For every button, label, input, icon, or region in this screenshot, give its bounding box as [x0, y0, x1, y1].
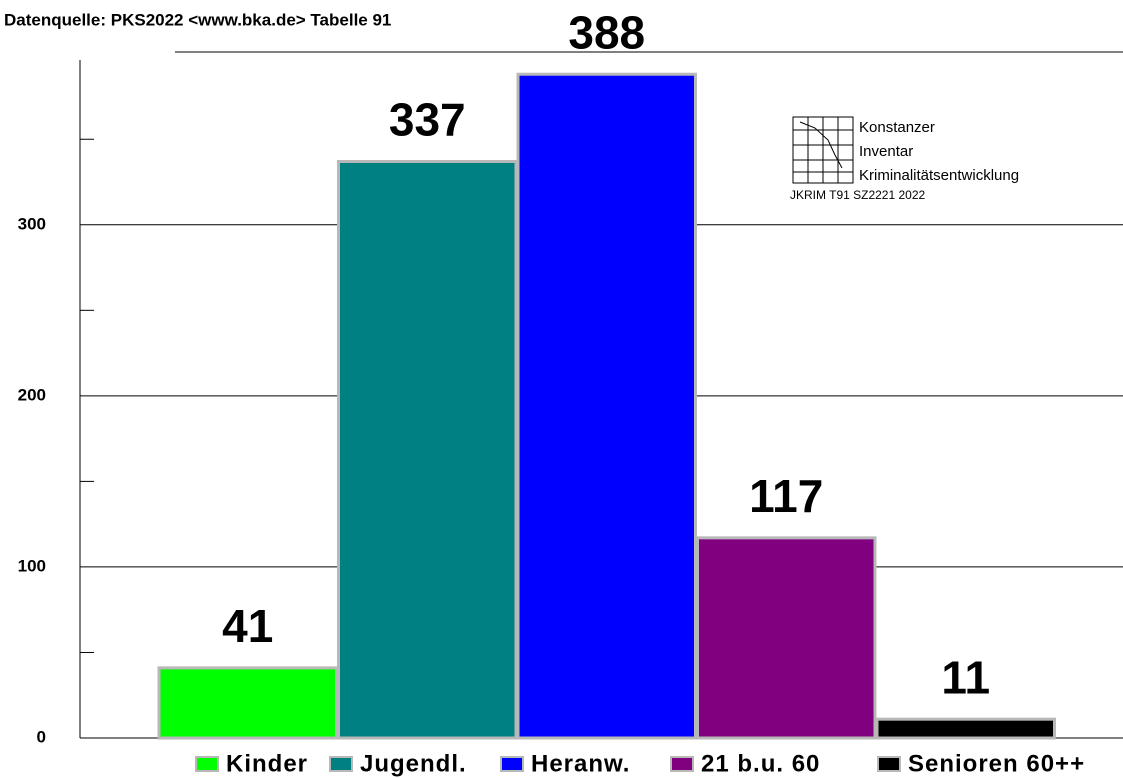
data-label: 41	[222, 600, 273, 652]
legend-swatch	[195, 756, 219, 772]
logo-code: JKRIM T91 SZ2221 2022	[790, 188, 926, 202]
bar	[516, 72, 697, 740]
bar	[696, 536, 877, 740]
legend-swatch	[500, 756, 524, 772]
legend-label: Heranw.	[531, 750, 630, 777]
legend-swatch	[329, 756, 353, 772]
legend-label: Senioren 60++	[908, 750, 1085, 777]
logo	[792, 116, 854, 184]
legend-swatch	[670, 756, 694, 772]
bar	[875, 717, 1056, 740]
bar	[157, 666, 338, 740]
legend-label: 21 b.u. 60	[701, 750, 820, 777]
y-tick-label: 200	[18, 385, 46, 404]
logo-text: Kriminalitätsentwicklung	[859, 167, 1019, 184]
logo-text: Konstanzer	[859, 119, 935, 136]
logo-text: Inventar	[859, 143, 913, 160]
data-label: 11	[941, 651, 990, 703]
data-label: 337	[389, 94, 466, 146]
y-tick-label: 300	[18, 214, 46, 233]
legend-label: Kinder	[226, 750, 308, 777]
legend-swatch	[877, 756, 901, 772]
legend-label: Jugendl.	[360, 750, 467, 777]
data-label: 388	[568, 6, 645, 58]
chart-subtitle: Datenquelle: PKS2022 <www.bka.de> Tabell…	[4, 10, 391, 29]
data-label: 117	[749, 470, 823, 522]
y-tick-label: 100	[18, 556, 46, 575]
y-tick-label: 0	[37, 727, 46, 746]
bar	[337, 159, 518, 740]
